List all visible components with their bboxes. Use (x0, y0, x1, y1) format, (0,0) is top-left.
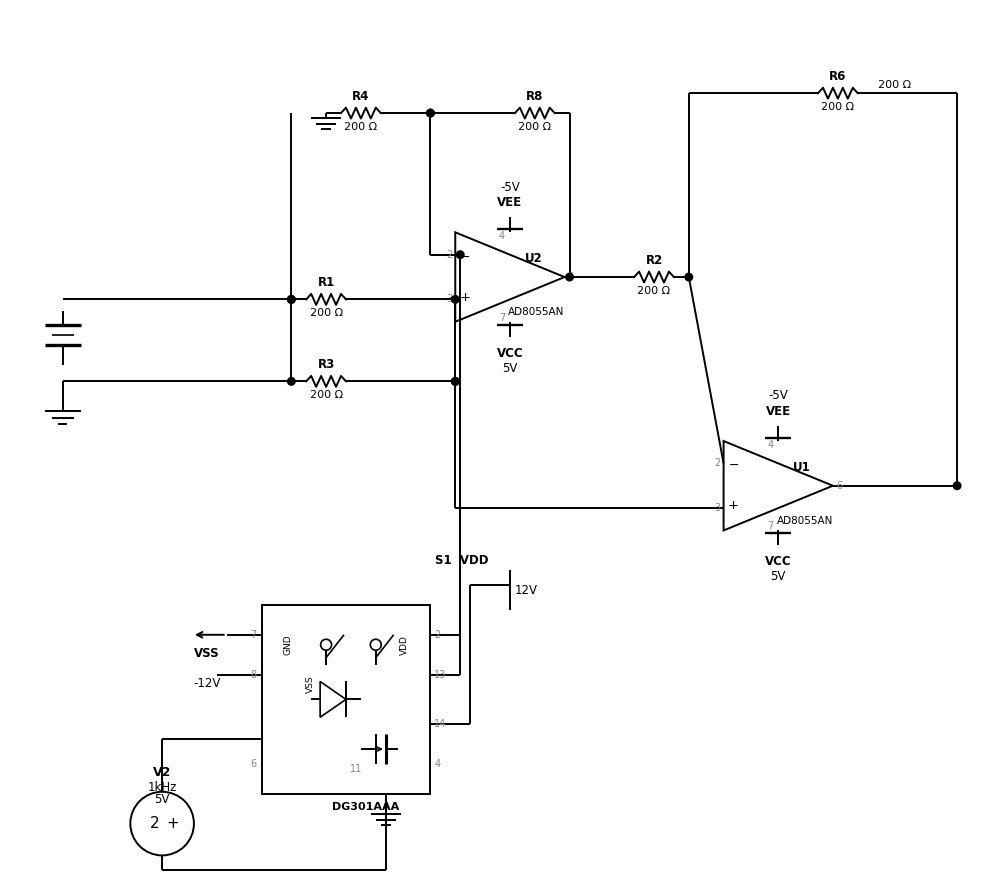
Text: R2: R2 (645, 254, 663, 267)
Text: 5V: 5V (154, 793, 170, 805)
Text: 6: 6 (250, 759, 257, 769)
Text: +: + (728, 500, 739, 512)
Circle shape (288, 296, 295, 303)
Text: AD8055AN: AD8055AN (777, 516, 833, 525)
Text: GND: GND (283, 634, 292, 655)
Text: 200 Ω: 200 Ω (637, 286, 671, 296)
Text: 200 Ω: 200 Ω (821, 102, 854, 113)
Text: 3: 3 (714, 503, 721, 513)
Text: 200 Ω: 200 Ω (878, 81, 911, 90)
Text: 7: 7 (250, 630, 257, 640)
Circle shape (288, 377, 295, 385)
Circle shape (452, 377, 459, 385)
Text: 7: 7 (767, 522, 773, 532)
Text: -5V: -5V (500, 181, 520, 193)
Text: +: + (167, 816, 179, 831)
Circle shape (452, 377, 459, 385)
Text: R6: R6 (829, 70, 847, 83)
Text: AD8055AN: AD8055AN (508, 307, 565, 317)
Text: -5V: -5V (768, 389, 788, 402)
Circle shape (566, 273, 573, 281)
Text: −: − (460, 251, 470, 263)
Text: VCC: VCC (497, 346, 523, 360)
Text: 5V: 5V (771, 571, 786, 583)
Text: 7: 7 (499, 313, 505, 323)
Text: R8: R8 (526, 90, 543, 103)
Circle shape (452, 296, 459, 303)
Text: 200 Ω: 200 Ω (310, 308, 343, 318)
Text: -12V: -12V (193, 677, 221, 689)
Bar (262, 605, 430, 794)
Text: DG301AAA: DG301AAA (332, 802, 399, 812)
Circle shape (953, 482, 961, 489)
Circle shape (427, 109, 434, 117)
Text: VSS: VSS (306, 676, 315, 693)
Circle shape (685, 273, 693, 281)
Text: 200 Ω: 200 Ω (344, 122, 377, 132)
Text: 4: 4 (767, 440, 773, 450)
Text: 8: 8 (250, 670, 257, 680)
Text: R4: R4 (352, 90, 370, 103)
Text: 12V: 12V (515, 584, 538, 596)
Text: 2: 2 (434, 630, 441, 640)
Text: R1: R1 (317, 276, 335, 290)
Text: −: − (728, 459, 739, 472)
Text: 4: 4 (499, 231, 505, 241)
Text: VEE: VEE (497, 197, 522, 209)
Text: VCC: VCC (765, 556, 792, 568)
Circle shape (456, 251, 464, 259)
Text: 13: 13 (434, 670, 447, 680)
Text: 200 Ω: 200 Ω (518, 122, 551, 132)
Text: 3: 3 (446, 294, 452, 305)
Text: 5V: 5V (502, 361, 518, 375)
Text: 2: 2 (714, 458, 721, 469)
Text: V2: V2 (153, 766, 171, 779)
Text: S1  VDD: S1 VDD (435, 555, 489, 567)
Text: 11: 11 (350, 764, 362, 774)
Text: 14: 14 (434, 719, 447, 729)
Text: VEE: VEE (766, 405, 791, 418)
Text: 2: 2 (446, 250, 452, 260)
Text: R3: R3 (317, 359, 335, 371)
Text: 4: 4 (434, 759, 441, 769)
Circle shape (288, 296, 295, 303)
Text: 200 Ω: 200 Ω (310, 391, 343, 400)
Text: 6: 6 (836, 481, 842, 491)
Text: 1kHz: 1kHz (147, 781, 177, 794)
Text: U2: U2 (525, 253, 543, 265)
Text: 6: 6 (568, 272, 574, 282)
Text: +: + (460, 291, 471, 304)
Text: VDD: VDD (400, 634, 409, 655)
Text: 2: 2 (150, 816, 160, 831)
Circle shape (427, 109, 434, 117)
Text: U1: U1 (793, 461, 811, 474)
Text: VSS: VSS (194, 647, 220, 660)
